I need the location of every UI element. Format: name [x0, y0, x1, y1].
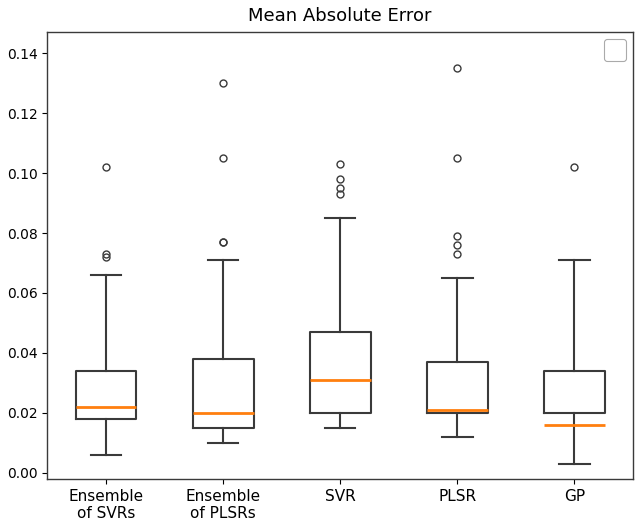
Legend: 	[604, 39, 626, 61]
Title: Mean Absolute Error: Mean Absolute Error	[248, 7, 432, 25]
